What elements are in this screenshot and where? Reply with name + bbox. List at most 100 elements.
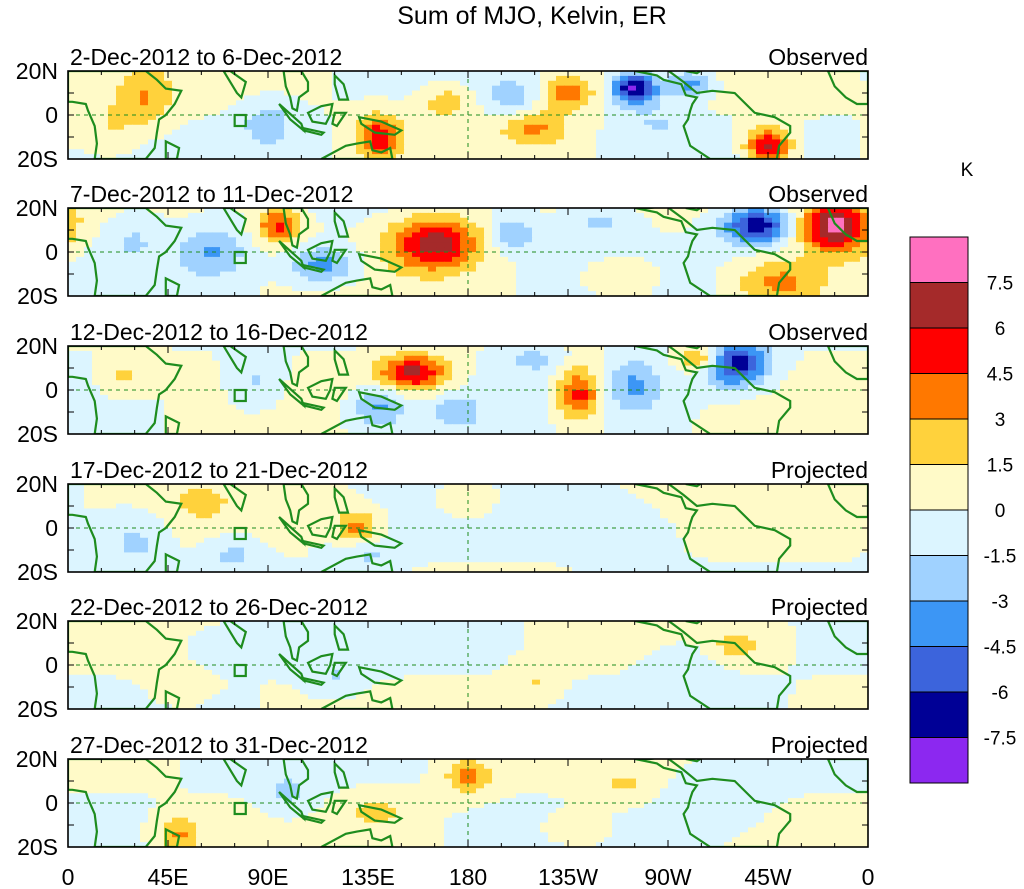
heatmap-cell — [828, 71, 837, 77]
heatmap-cell — [508, 208, 517, 214]
heatmap-cell — [356, 360, 365, 367]
heatmap-cell — [468, 217, 477, 224]
heatmap-cell — [572, 80, 581, 87]
heatmap-cell — [444, 232, 453, 238]
heatmap-cell — [524, 261, 533, 268]
heatmap-cell — [516, 281, 525, 287]
heatmap-cell — [524, 385, 533, 391]
heatmap-cell — [84, 134, 93, 141]
heatmap-cell — [316, 350, 325, 357]
heatmap-cell — [116, 119, 125, 126]
heatmap-cell — [380, 291, 389, 297]
heatmap-cell — [452, 208, 461, 214]
heatmap-cell — [396, 80, 405, 87]
heatmap-cell — [604, 149, 613, 155]
heatmap-cell — [700, 80, 709, 87]
heatmap-cell — [188, 365, 197, 372]
heatmap-cell — [132, 208, 141, 214]
heatmap-cell — [556, 149, 565, 155]
heatmap-cell — [340, 124, 349, 131]
heatmap-cell — [692, 261, 701, 268]
heatmap-cell — [476, 256, 485, 263]
heatmap-cell — [164, 115, 173, 121]
heatmap-cell — [76, 227, 85, 234]
heatmap-cell — [620, 100, 629, 106]
heatmap-cell — [324, 399, 333, 406]
heatmap-cell — [740, 208, 749, 214]
heatmap-cell — [284, 139, 293, 145]
heatmap-cell — [276, 75, 285, 82]
heatmap-cell — [436, 154, 445, 160]
heatmap-cell — [196, 370, 205, 376]
heatmap-cell — [508, 71, 517, 77]
heatmap-cell — [132, 100, 141, 106]
heatmap-cell — [220, 212, 229, 219]
heatmap-cell — [500, 237, 509, 243]
heatmap-cell — [212, 276, 221, 282]
heatmap-cell — [756, 346, 765, 352]
heatmap-cell — [268, 365, 277, 372]
heatmap-cell — [692, 390, 701, 396]
heatmap-cell — [708, 105, 717, 111]
heatmap-cell — [220, 370, 229, 376]
heatmap-cell — [372, 365, 381, 372]
heatmap-cell — [532, 208, 541, 214]
heatmap-cell — [556, 119, 565, 126]
heatmap-cell — [564, 100, 573, 106]
heatmap-cell — [484, 124, 493, 131]
heatmap-cell — [196, 80, 205, 87]
heatmap-cell — [196, 261, 205, 268]
heatmap-cell — [396, 227, 405, 234]
heatmap-cell — [492, 370, 501, 376]
heatmap-cell — [300, 149, 309, 155]
heatmap-cell — [228, 105, 237, 111]
heatmap-cell — [428, 119, 437, 126]
heatmap-cell — [516, 90, 525, 97]
heatmap-cell — [164, 242, 173, 248]
heatmap-cell — [300, 385, 309, 391]
heatmap-cell — [484, 85, 493, 92]
heatmap-cell — [300, 154, 309, 160]
heatmap-cell — [588, 370, 597, 376]
heatmap-cell — [316, 222, 325, 229]
heatmap-cell — [476, 286, 485, 292]
heatmap-cell — [412, 110, 421, 116]
heatmap-cell — [340, 129, 349, 136]
heatmap-cell — [796, 394, 805, 401]
heatmap-cell — [300, 80, 309, 87]
heatmap-cell — [412, 261, 421, 268]
heatmap-cell — [156, 134, 165, 141]
heatmap-cell — [260, 129, 269, 136]
heatmap-cell — [188, 281, 197, 287]
heatmap-cell — [820, 261, 829, 268]
heatmap-cell — [436, 232, 445, 238]
heatmap-cell — [228, 266, 237, 273]
heatmap-cell — [260, 346, 269, 352]
heatmap-cell — [524, 281, 533, 287]
heatmap-cell — [804, 129, 813, 136]
heatmap-cell — [636, 237, 645, 243]
heatmap-cell — [756, 149, 765, 155]
heatmap-cell — [300, 281, 309, 287]
heatmap-cell — [252, 380, 261, 386]
heatmap-cell — [148, 355, 157, 362]
heatmap-cell — [500, 346, 509, 352]
heatmap-cell — [196, 281, 205, 287]
heatmap-cell — [660, 95, 669, 101]
heatmap-cell — [380, 380, 389, 386]
heatmap-cell — [556, 154, 565, 160]
heatmap-cell — [780, 90, 789, 97]
heatmap-cell — [396, 154, 405, 160]
heatmap-cell — [580, 370, 589, 376]
heatmap-cell — [644, 375, 653, 381]
heatmap-cell — [700, 276, 709, 282]
heatmap-cell — [660, 370, 669, 376]
heatmap-cell — [668, 380, 677, 386]
heatmap-cell — [580, 75, 589, 82]
heatmap-cell — [540, 71, 549, 77]
heatmap-cell — [820, 129, 829, 136]
heatmap-cell — [748, 271, 757, 278]
heatmap-cell — [252, 247, 261, 253]
heatmap-cell — [692, 222, 701, 229]
heatmap-cell — [676, 124, 685, 131]
